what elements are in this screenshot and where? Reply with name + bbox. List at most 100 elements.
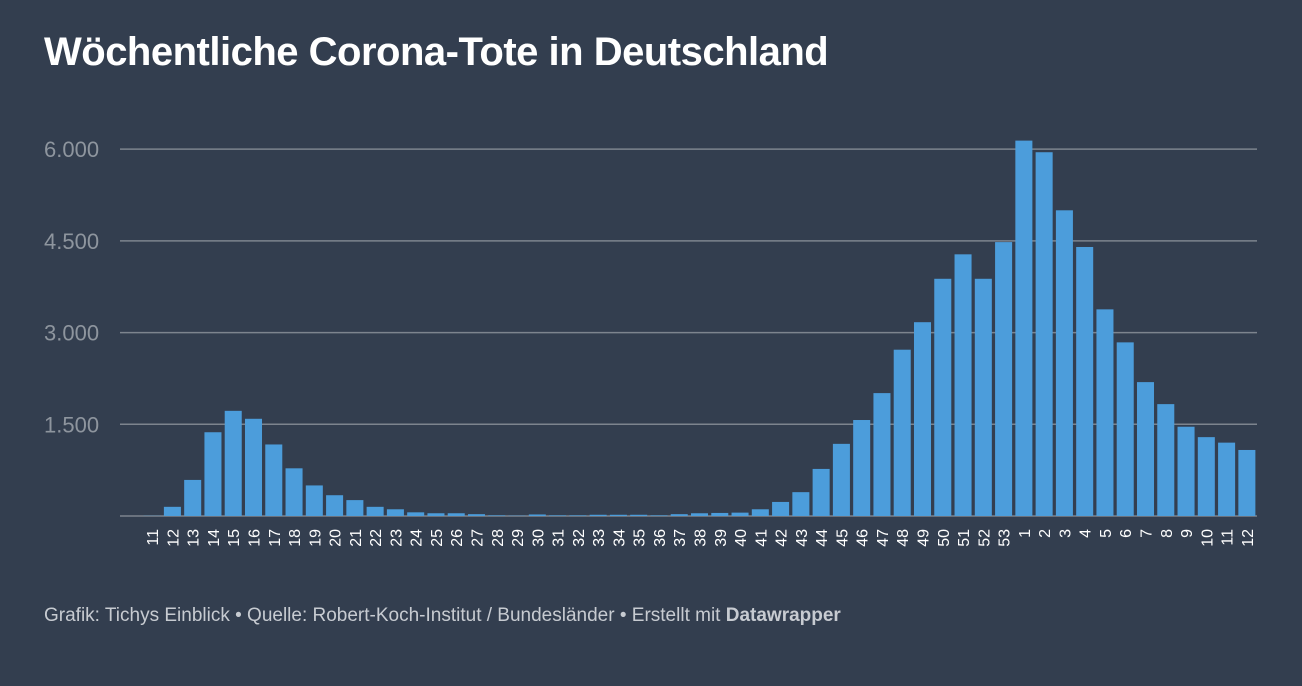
bar-week-8-50 xyxy=(1157,404,1175,516)
x-tick-label: 51 xyxy=(956,529,973,547)
x-tick-label: 8 xyxy=(1159,529,1176,538)
x-tick-label: 12 xyxy=(165,529,182,547)
y-tick-label: 4.500 xyxy=(44,229,99,254)
x-tick-label: 34 xyxy=(611,529,628,547)
x-tick-label: 16 xyxy=(247,529,264,547)
bar-week-22-11 xyxy=(366,506,384,516)
x-tick-label: 1 xyxy=(1017,529,1034,538)
bar-week-3-45 xyxy=(1055,210,1073,516)
y-tick-label: 6.000 xyxy=(44,137,99,162)
bar-week-51-40 xyxy=(954,254,972,516)
bar-layer xyxy=(143,140,1256,516)
bar-week-35-24 xyxy=(630,514,648,516)
x-tick-label: 39 xyxy=(713,529,730,547)
x-tick-label: 48 xyxy=(895,529,912,547)
x-tick-label: 4 xyxy=(1078,529,1095,538)
x-tick-label: 33 xyxy=(591,529,608,547)
grid-layer: 1.500 3.000 4.500 6.000 xyxy=(44,137,1257,517)
x-tick-label: 21 xyxy=(348,529,365,547)
bar-week-34-23 xyxy=(609,514,627,516)
x-tick-label: 25 xyxy=(429,529,446,547)
x-tick-label: 27 xyxy=(470,529,487,547)
bar-week-37-26 xyxy=(670,514,688,516)
x-axis-labels: 11 12 13 14 15 16 17 18 19 20 21 22 23 24 25 26 27 28 29 30… xyxy=(145,529,1257,547)
x-tick-label: 6 xyxy=(1118,529,1135,538)
bar-week-30-19 xyxy=(528,514,546,516)
bar-week-15-4 xyxy=(224,410,242,516)
x-tick-label: 5 xyxy=(1098,529,1115,538)
x-tick-label: 50 xyxy=(936,529,953,547)
bar-week-53-42 xyxy=(995,242,1013,516)
bar-week-24-13 xyxy=(407,512,425,516)
bar-week-9-51 xyxy=(1177,426,1195,516)
x-tick-label: 23 xyxy=(388,529,405,547)
y-tick-label: 1.500 xyxy=(44,412,99,437)
bar-week-31-20 xyxy=(549,515,567,516)
bar-week-26-15 xyxy=(447,513,465,516)
x-tick-label: 19 xyxy=(307,529,324,547)
bar-week-5-47 xyxy=(1096,309,1114,516)
bar-week-32-21 xyxy=(569,515,587,516)
bar-week-7-49 xyxy=(1136,382,1155,516)
x-tick-label: 45 xyxy=(834,529,851,547)
bar-week-38-27 xyxy=(690,513,709,516)
bar-week-48-37 xyxy=(893,349,911,516)
x-tick-label: 53 xyxy=(997,529,1014,547)
bar-week-16-5 xyxy=(244,418,263,516)
bar-week-39-28 xyxy=(711,512,729,516)
x-tick-label: 14 xyxy=(206,529,223,547)
x-tick-label: 43 xyxy=(794,529,811,547)
x-tick-label: 7 xyxy=(1139,529,1156,538)
bar-week-12-54 xyxy=(1238,449,1256,516)
footer-credit: Grafik: Tichys Einblick • Quelle: Robert… xyxy=(44,605,841,627)
bar-week-25-14 xyxy=(427,513,445,516)
x-tick-label: 24 xyxy=(409,529,426,547)
bar-week-50-39 xyxy=(934,278,952,516)
bar-week-45-34 xyxy=(832,443,850,516)
x-tick-label: 44 xyxy=(814,529,831,547)
x-tick-label: 31 xyxy=(551,529,568,547)
bar-week-27-16 xyxy=(467,514,486,516)
bar-week-49-38 xyxy=(913,322,932,516)
x-tick-label: 52 xyxy=(976,529,993,547)
x-tick-label: 13 xyxy=(186,529,203,547)
bar-week-42-31 xyxy=(772,501,790,516)
bar-week-36-25 xyxy=(650,515,668,516)
bar-week-46-35 xyxy=(853,420,871,516)
bar-week-13-2 xyxy=(184,479,202,516)
bar-week-41-30 xyxy=(751,509,769,516)
x-tick-label: 40 xyxy=(733,529,750,547)
chart-title: Wöchentliche Corona-Tote in Deutschland xyxy=(44,30,829,74)
bar-week-23-12 xyxy=(386,509,404,516)
x-tick-label: 2 xyxy=(1037,529,1054,538)
x-tick-label: 30 xyxy=(530,529,547,547)
x-tick-label: 20 xyxy=(328,529,345,547)
x-tick-label: 11 xyxy=(1220,529,1237,546)
x-tick-label: 18 xyxy=(287,529,304,547)
x-tick-label: 28 xyxy=(490,529,507,547)
x-tick-label: 38 xyxy=(693,529,710,547)
bar-week-10-52 xyxy=(1197,437,1215,516)
x-tick-label: 47 xyxy=(875,529,892,547)
y-tick-label: 3.000 xyxy=(44,321,99,346)
x-tick-label: 36 xyxy=(652,529,669,547)
footer-brand: Datawrapper xyxy=(725,605,841,626)
x-tick-label: 17 xyxy=(267,529,284,547)
x-tick-label: 49 xyxy=(916,529,933,547)
bar-week-12-1 xyxy=(163,506,181,516)
x-tick-label: 10 xyxy=(1199,529,1216,547)
x-tick-label: 12 xyxy=(1240,529,1257,547)
bar-week-4-46 xyxy=(1076,246,1094,516)
bar-week-52-41 xyxy=(974,278,992,516)
x-tick-label: 15 xyxy=(226,529,243,547)
x-tick-label: 9 xyxy=(1179,529,1196,538)
bar-week-6-48 xyxy=(1116,342,1134,516)
bar-week-40-29 xyxy=(731,512,749,516)
x-tick-label: 41 xyxy=(753,529,770,547)
bar-week-14-3 xyxy=(204,432,222,516)
x-tick-label: 35 xyxy=(632,529,649,547)
bar-week-20-9 xyxy=(326,495,344,516)
x-tick-label: 37 xyxy=(672,529,689,547)
x-tick-label: 3 xyxy=(1057,529,1074,538)
